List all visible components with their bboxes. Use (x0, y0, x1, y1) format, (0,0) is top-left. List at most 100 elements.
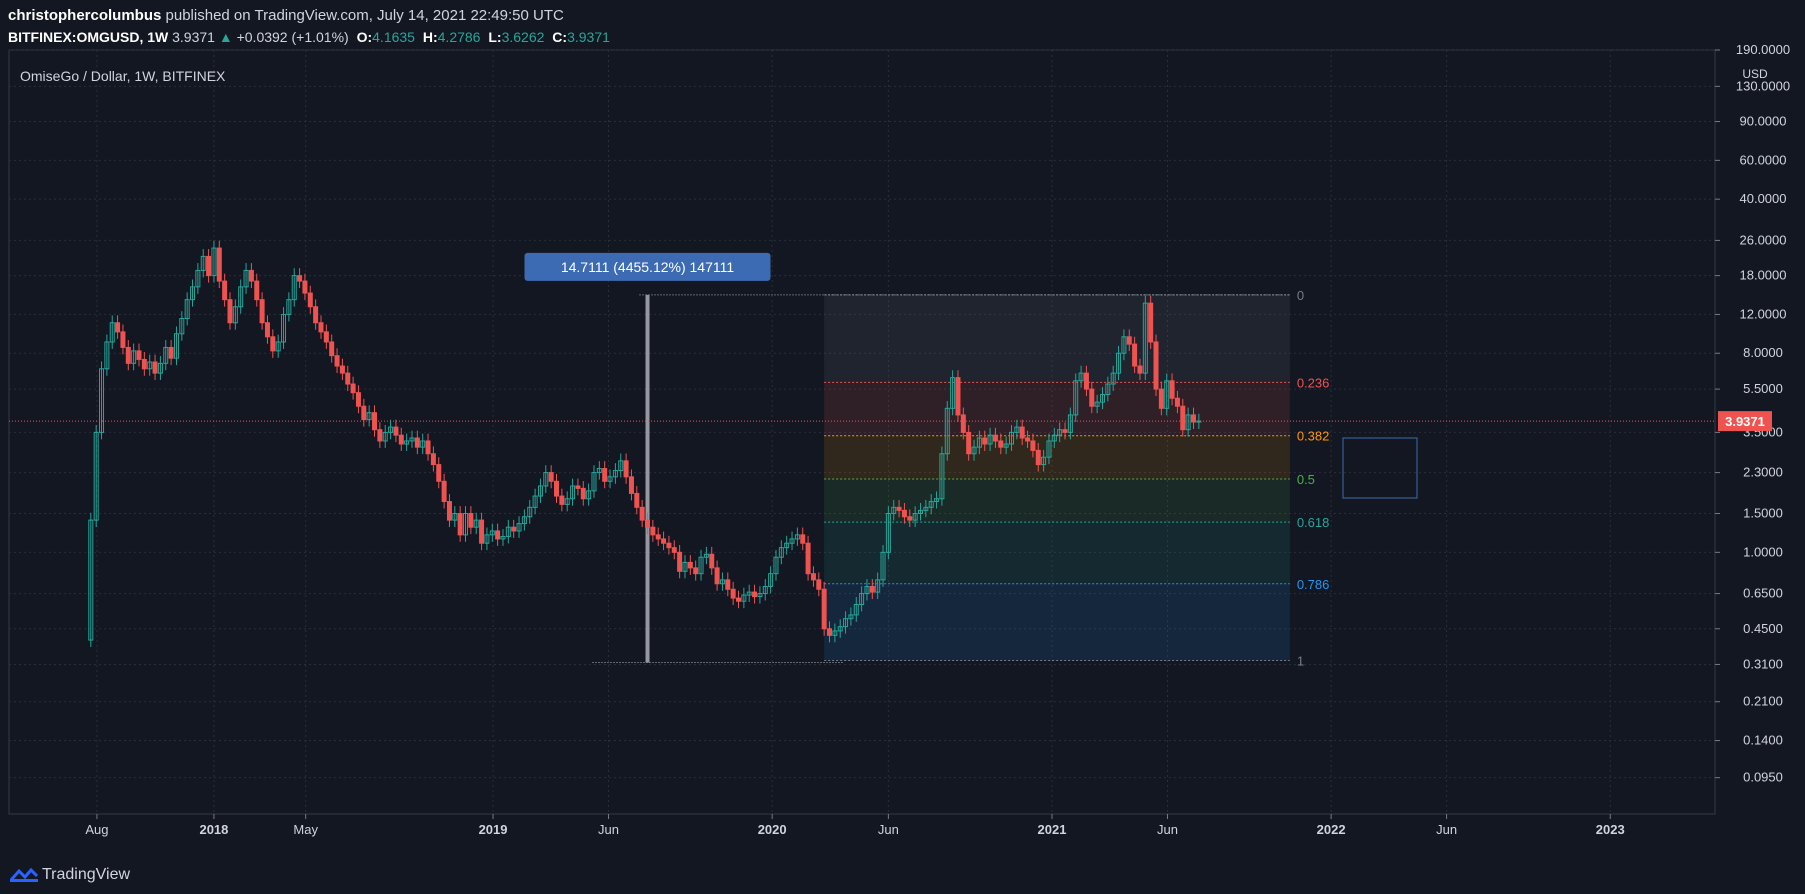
candle-body (99, 368, 105, 433)
candle-body (912, 513, 918, 521)
last-price: 3.9371 (172, 29, 215, 45)
time-axis[interactable]: Aug 2018 May 2019 Jun 2020 Jun 2021 Jun 2022 Jun 20… (9, 813, 1715, 837)
fib-level-label: 0.5 (1297, 472, 1315, 487)
candle-body (259, 299, 265, 324)
candle-body (495, 530, 501, 540)
candle-body (179, 318, 185, 335)
candle-body (1008, 431, 1014, 445)
candle-body (227, 299, 233, 324)
candle-body (730, 588, 736, 599)
open-label: O: (356, 29, 373, 45)
candle-body (998, 440, 1004, 448)
candle-body (816, 579, 822, 590)
tradingview-footer[interactable]: TradingView (10, 866, 130, 884)
candle-body (190, 286, 196, 301)
candle-body (425, 440, 431, 455)
fib-level-label: 1 (1297, 654, 1304, 669)
candle-body (382, 431, 388, 442)
y-tick-label: 5.5000 (1743, 381, 1783, 396)
candle-body (1041, 456, 1047, 466)
fib-zone (824, 435, 1290, 480)
candle-body (334, 355, 340, 367)
candle-body (243, 269, 249, 288)
candles (88, 240, 1202, 647)
candle-body (109, 322, 115, 343)
x-tick-label: 2021 (1038, 822, 1067, 837)
price-axis[interactable]: 190.0000 130.0000 90.0000 60.0000 40.0000 26.… (1714, 42, 1790, 814)
candle-body (939, 453, 945, 500)
candle-body (864, 585, 870, 595)
x-tick-label: Jun (878, 822, 899, 837)
candle-body (628, 476, 634, 494)
candle-body (350, 383, 356, 394)
candle-body (671, 547, 677, 553)
candle-body (741, 594, 747, 602)
candle-body (810, 573, 816, 581)
candle-body (484, 534, 490, 544)
candle-body (580, 487, 586, 500)
candle-body (521, 516, 527, 525)
candle-body (222, 280, 228, 301)
price-range-measure[interactable]: 14.7111 (4455.12%) 147111 (524, 252, 1290, 664)
candle-body (1099, 393, 1105, 403)
candle-body (141, 358, 147, 370)
author-name[interactable]: christophercolumbus (8, 7, 162, 24)
y-tick-label: 12.0000 (1740, 306, 1787, 321)
candle-body (891, 506, 897, 515)
candle-body (527, 506, 533, 518)
candle-body (1078, 372, 1084, 382)
candle-body (693, 567, 699, 575)
candle-body (703, 553, 709, 558)
candle-body (554, 480, 560, 497)
candle-body (163, 346, 169, 364)
candle-body (719, 579, 725, 585)
candle-body (885, 513, 891, 553)
candle-body (901, 509, 907, 518)
candle-body (821, 588, 827, 630)
x-tick-label: Jun (598, 822, 619, 837)
candle-body (104, 341, 110, 370)
fib-retracement[interactable]: 0 0.236 0.382 0.5 0.618 0.786 1 (824, 288, 1329, 669)
candle-body (752, 591, 758, 598)
candle-body (570, 485, 576, 500)
candle-body (778, 547, 784, 558)
last-price-tag (1718, 411, 1772, 432)
candle-body (339, 365, 345, 374)
brand-label: TradingView (42, 866, 131, 883)
candle-body (1121, 336, 1127, 354)
candle-body (880, 551, 886, 581)
fib-level-label: 0 (1297, 288, 1304, 303)
x-tick-label: 2018 (199, 822, 228, 837)
candle-body (211, 247, 217, 277)
candle-body (955, 377, 961, 416)
candle-body (944, 407, 950, 455)
candle-body (264, 322, 270, 338)
candle-body (794, 534, 800, 540)
candle-body (275, 341, 281, 352)
fib-zone (824, 382, 1290, 436)
last-price-tag-label: 3.9371 (1725, 414, 1765, 429)
candle-body (896, 506, 902, 511)
candle-body (393, 426, 399, 436)
fib-level-label: 0.786 (1297, 577, 1330, 592)
candle-body (548, 472, 554, 482)
candle-body (1094, 401, 1100, 407)
candle-body (596, 468, 602, 474)
candle-body (1126, 336, 1132, 345)
candle-body (869, 585, 875, 593)
close-label: C: (552, 29, 568, 45)
candle-body (366, 412, 372, 421)
y-tick-label: 0.4500 (1743, 621, 1783, 636)
y-tick-label: 0.2100 (1743, 694, 1783, 709)
candle-body (1137, 365, 1143, 374)
open-value: 4.1635 (372, 29, 415, 45)
candle-body (489, 530, 495, 536)
y-tick-label: 2.3000 (1743, 465, 1783, 480)
candle-body (639, 506, 645, 521)
candle-body (131, 350, 137, 364)
y-tick-label: 1.5000 (1743, 506, 1783, 521)
candle-body (1142, 302, 1148, 374)
candle-body (238, 286, 244, 308)
candle-body (414, 437, 420, 448)
